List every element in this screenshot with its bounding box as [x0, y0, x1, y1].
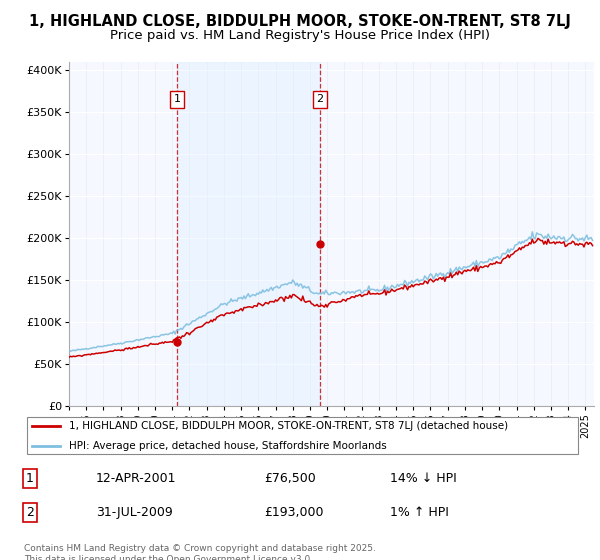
Text: 14% ↓ HPI: 14% ↓ HPI: [390, 472, 457, 486]
Text: 2: 2: [26, 506, 34, 519]
Text: 31-JUL-2009: 31-JUL-2009: [96, 506, 173, 519]
Text: 12-APR-2001: 12-APR-2001: [96, 472, 176, 486]
Text: 2: 2: [316, 95, 323, 104]
Bar: [177, 62, 320, 406]
Text: £76,500: £76,500: [264, 472, 316, 486]
Text: HPI: Average price, detached house, Staffordshire Moorlands: HPI: Average price, detached house, Staf…: [68, 441, 386, 451]
Text: 1: 1: [26, 472, 34, 486]
Text: 1: 1: [174, 95, 181, 104]
Text: £193,000: £193,000: [264, 506, 323, 519]
Text: Price paid vs. HM Land Registry's House Price Index (HPI): Price paid vs. HM Land Registry's House …: [110, 29, 490, 42]
Text: 1, HIGHLAND CLOSE, BIDDULPH MOOR, STOKE-ON-TRENT, ST8 7LJ: 1, HIGHLAND CLOSE, BIDDULPH MOOR, STOKE-…: [29, 14, 571, 29]
FancyBboxPatch shape: [27, 417, 578, 454]
Text: 1% ↑ HPI: 1% ↑ HPI: [390, 506, 449, 519]
Text: Contains HM Land Registry data © Crown copyright and database right 2025.
This d: Contains HM Land Registry data © Crown c…: [24, 544, 376, 560]
Text: 1, HIGHLAND CLOSE, BIDDULPH MOOR, STOKE-ON-TRENT, ST8 7LJ (detached house): 1, HIGHLAND CLOSE, BIDDULPH MOOR, STOKE-…: [68, 421, 508, 431]
